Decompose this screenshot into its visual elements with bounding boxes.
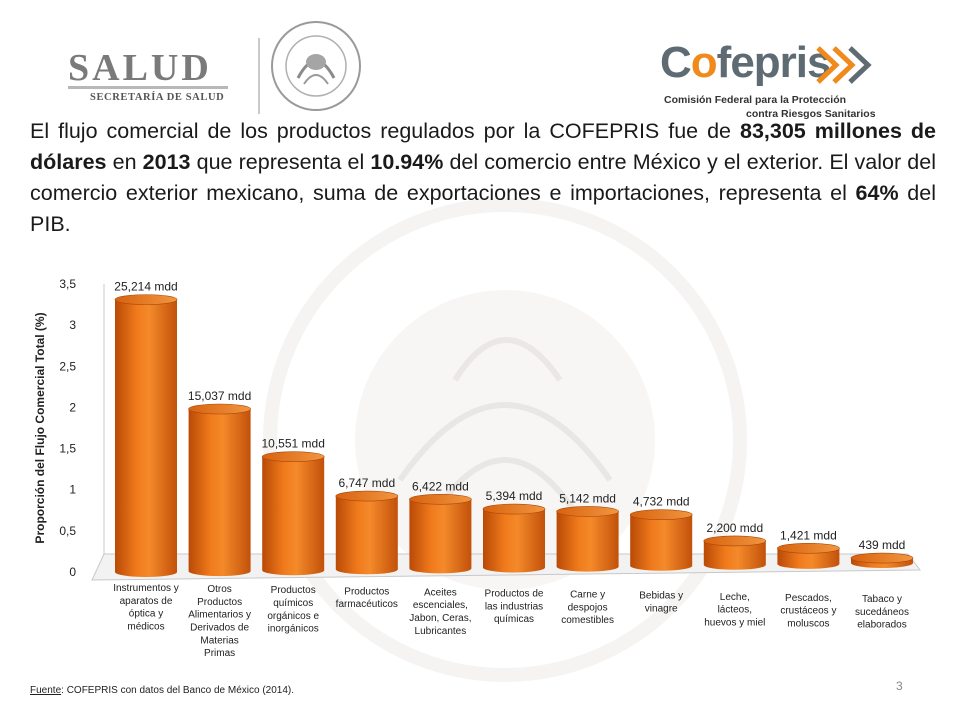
bar-data-label: 439 mdd [859,538,906,552]
bar [703,535,767,570]
y-tick-label: 3,5 [59,277,76,291]
x-tick-label: Instrumentos y aparatos de óptica y médicos [113,583,179,632]
bar [482,503,546,573]
bar-body [703,540,766,570]
bar-data-label: 10,551 mdd [262,437,325,451]
x-tick-label: Productos farmacéuticos [336,586,398,610]
x-tick-label: Tabaco y sucedáneos elaborados [855,594,909,631]
bar-body [777,548,840,569]
x-tick-label: Pescados, crustáceos y moluscos [780,593,836,630]
bar-body [630,514,693,571]
y-tick-label: 0,5 [59,524,76,538]
x-tick-label: Leche, lácteos, huevos y miel [704,592,765,629]
bar-top [335,490,399,502]
bar-top [114,294,178,305]
bar-data-label: 1,421 mdd [780,528,837,542]
bar-body [115,299,177,577]
bar-top [703,535,767,547]
intro-paragraph: El flujo comercial de los productos regu… [30,119,936,236]
bar [850,552,914,568]
bar-body [188,408,251,577]
y-tick-label: 0 [69,565,76,579]
bar-chart: 0 0,5 1 1,5 2 2,5 3 3,5 25,214 mdd Instrumentos … [33,277,921,659]
page-number: 3 [896,679,903,693]
y-tick-label: 1,5 [59,442,76,456]
x-tick-label: Aceites escenciales, Jabon, Ceras, Lubrican… [409,587,471,636]
y-tick-label: 1 [69,483,76,497]
bar-data-label: 5,394 mdd [486,489,543,503]
y-axis: 0 0,5 1 1,5 2 2,5 3 3,5 [59,277,76,579]
bar-body [556,511,619,572]
bar-top [482,503,546,515]
bar [777,542,840,569]
x-tick-label: Bebidas y vinagre [639,591,683,615]
bars [114,294,914,577]
x-tick-label: Productos de las industrias químicas [485,589,544,626]
cofepris-logo: Cofepris Comisión Federal para la Protec… [660,38,900,128]
bar-data-label: 2,200 mdd [706,521,763,535]
bar-top [777,542,840,554]
bar-body [409,499,472,574]
source-note: Fuente: COFEPRIS con datos del Banco de … [30,685,295,696]
salud-logo: SALUD SECRETARÍA DE SALUD [68,46,238,106]
bar-data-label: 15,037 mdd [188,389,251,403]
bar [114,294,178,577]
bar-data-label: 6,747 mdd [338,476,395,490]
cofepris-wordmark: Cofepris [660,38,831,87]
y-tick-label: 3 [69,318,76,332]
y-tick-label: 2 [69,400,76,414]
bar [261,451,325,576]
x-tick-label: Otros Productos Alimentarios y Derivados de… [188,584,251,659]
cofepris-subtitle-1: Comisión Federal para la Protección [664,94,847,106]
y-tick-label: 2,5 [59,359,76,373]
bar-top [409,493,472,505]
bar-data-label: 6,422 mdd [412,479,469,493]
bar-body [483,509,545,573]
bar [629,509,693,571]
salud-divider [68,86,228,89]
chevron-arrows-icon [816,46,872,84]
salud-title: SALUD [68,47,212,89]
bar [335,490,399,575]
bar-top [188,403,251,415]
bar-top [850,552,914,564]
bar-data-label: 4,732 mdd [633,495,690,509]
bar-body [335,496,398,575]
bar-top [556,506,619,517]
bar [556,506,619,572]
logo-divider [258,38,260,114]
y-axis-title: Proporción del Flujo Comercial Total (%) [33,312,47,543]
bar-data-label: 25,214 mdd [114,280,177,294]
mexico-seal-icon [271,21,361,111]
bar-top [629,509,693,520]
x-tick-label: Carne y despojos comestibles [561,590,614,627]
bar-body [262,456,325,576]
bar-top [261,451,325,462]
bar [188,403,251,577]
x-axis-labels: 25,214 mdd Instrumentos y aparatos de óptic… [113,280,909,659]
x-tick-label: Productos químicos orgánicos e inorgánicos [267,585,319,634]
bar-data-label: 5,142 mdd [559,491,616,505]
bar [409,493,472,574]
salud-subtitle: SECRETARÍA DE SALUD [90,92,225,103]
cofepris-subtitle-2: contra Riesgos Sanitarios [746,108,876,120]
